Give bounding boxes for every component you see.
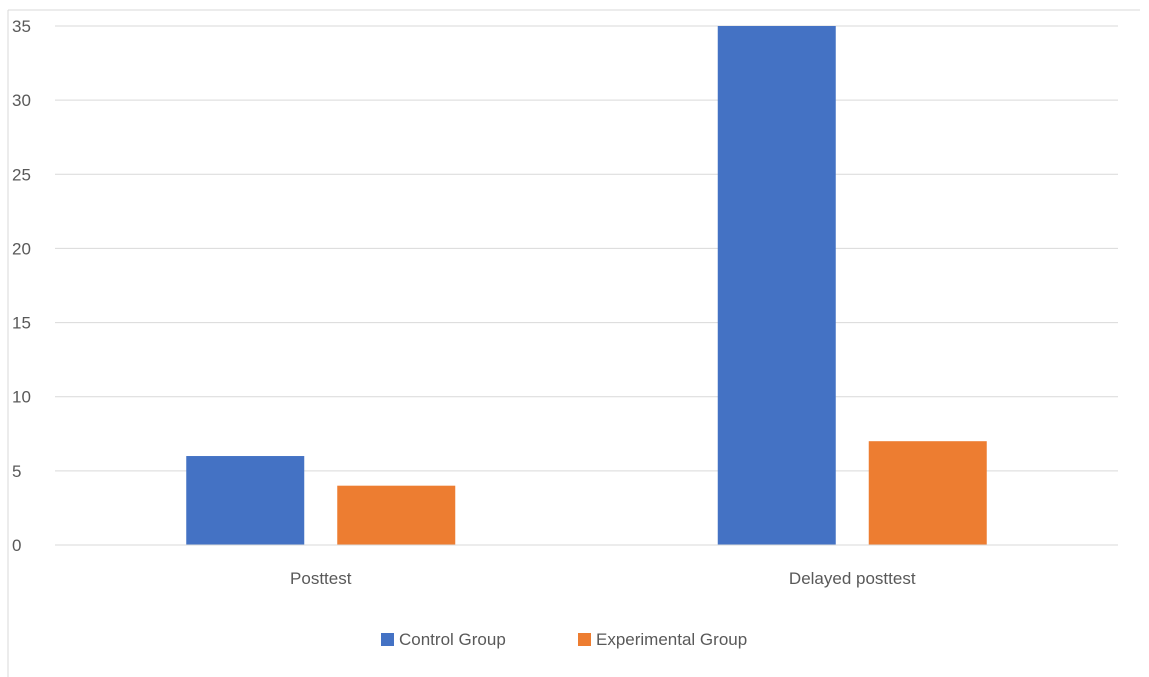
legend-swatch bbox=[578, 633, 591, 646]
y-tick-label: 30 bbox=[12, 91, 31, 110]
x-tick-label: Delayed posttest bbox=[789, 569, 916, 588]
y-tick-label: 0 bbox=[12, 536, 21, 555]
bar-experimental-group-delayed-posttest bbox=[868, 441, 987, 545]
legend-label: Control Group bbox=[399, 630, 506, 649]
legend-label: Experimental Group bbox=[596, 630, 747, 649]
x-axis-labels: Posttest Delayed posttest bbox=[290, 569, 916, 588]
y-tick-label: 20 bbox=[12, 239, 31, 258]
bar-experimental-group-posttest bbox=[337, 485, 456, 545]
bars bbox=[186, 26, 987, 545]
gridlines bbox=[55, 25, 1118, 472]
y-tick-label: 10 bbox=[12, 388, 31, 407]
bar-control-group-delayed-posttest bbox=[717, 26, 836, 545]
y-tick-label: 15 bbox=[12, 314, 31, 333]
x-tick-label: Posttest bbox=[290, 569, 352, 588]
legend: Control Group Experimental Group bbox=[381, 630, 747, 649]
y-tick-label: 35 bbox=[12, 17, 31, 36]
bar-control-group-posttest bbox=[186, 456, 305, 545]
legend-swatch bbox=[381, 633, 394, 646]
y-tick-label: 5 bbox=[12, 462, 21, 481]
y-axis-ticks: 0 5 10 15 20 25 30 35 bbox=[12, 17, 31, 555]
y-tick-label: 25 bbox=[12, 165, 31, 184]
